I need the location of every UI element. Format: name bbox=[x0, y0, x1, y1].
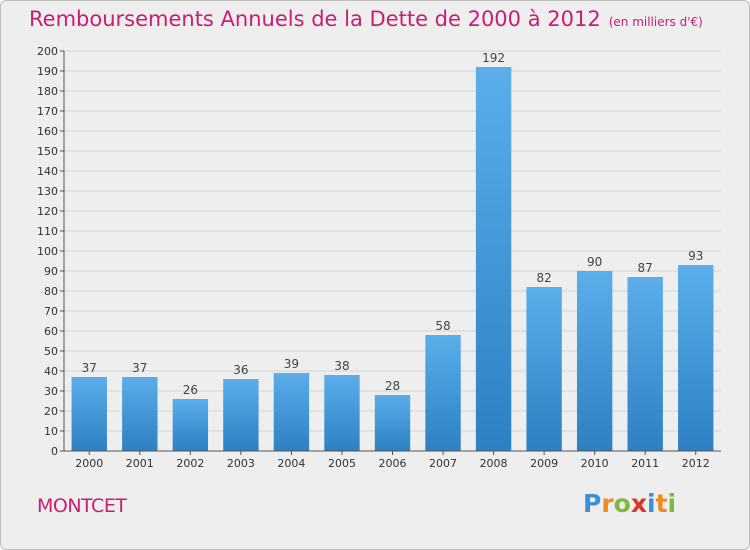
logo-letter: t bbox=[655, 489, 668, 518]
chart-title-text: Remboursements Annuels de la Dette de 20… bbox=[29, 7, 601, 31]
x-tick-label: 2002 bbox=[176, 457, 204, 470]
logo-letter: i bbox=[667, 489, 677, 518]
data-label: 28 bbox=[385, 379, 400, 393]
logo-letter: i bbox=[647, 489, 656, 518]
y-tick-label: 150 bbox=[37, 145, 58, 158]
bar bbox=[374, 395, 411, 451]
data-label: 82 bbox=[536, 271, 551, 285]
town-name: MONTCET bbox=[37, 495, 127, 517]
y-tick-label: 130 bbox=[37, 185, 58, 198]
logo-letter: P bbox=[583, 489, 602, 518]
data-label: 38 bbox=[334, 359, 349, 373]
logo-letter: o bbox=[613, 489, 631, 518]
y-tick-label: 100 bbox=[37, 245, 58, 258]
bar bbox=[71, 377, 107, 451]
data-label: 36 bbox=[233, 363, 248, 377]
x-tick-label: 2001 bbox=[126, 457, 154, 470]
x-tick-label: 2006 bbox=[379, 457, 407, 470]
x-tick-label: 2007 bbox=[429, 457, 457, 470]
bar bbox=[223, 379, 259, 451]
x-axis-ticks: 2000 2001 2002 2003 2004 2005 2006 2007 2008 2009… bbox=[75, 451, 710, 470]
bar bbox=[122, 377, 158, 451]
proxiti-logo: Proxiti bbox=[583, 489, 676, 518]
y-tick-label: 60 bbox=[44, 325, 58, 338]
logo-letter: r bbox=[601, 489, 614, 518]
data-label: 58 bbox=[435, 319, 450, 333]
data-label: 93 bbox=[688, 249, 703, 263]
y-tick-label: 180 bbox=[37, 85, 58, 98]
x-tick-label: 2004 bbox=[277, 457, 305, 470]
y-tick-label: 20 bbox=[44, 405, 58, 418]
y-tick-label: 80 bbox=[44, 285, 58, 298]
bar bbox=[324, 375, 360, 451]
y-tick-label: 70 bbox=[44, 305, 58, 318]
data-labels: 37 37 26 36 39 38 28 58 192 82 90 87 93 bbox=[82, 51, 704, 397]
data-label: 26 bbox=[183, 383, 198, 397]
bars bbox=[71, 67, 714, 451]
bar bbox=[526, 287, 562, 451]
y-tick-label: 40 bbox=[44, 365, 58, 378]
y-tick-label: 190 bbox=[37, 65, 58, 78]
bar bbox=[475, 67, 512, 451]
x-tick-label: 2012 bbox=[682, 457, 710, 470]
x-tick-label: 2005 bbox=[328, 457, 356, 470]
y-tick-label: 50 bbox=[44, 345, 58, 358]
data-label: 90 bbox=[587, 255, 602, 269]
y-tick-label: 10 bbox=[44, 425, 58, 438]
bar bbox=[576, 271, 613, 451]
y-tick-label: 110 bbox=[37, 225, 58, 238]
y-axis-ticks: 0 10 20 30 40 50 60 70 80 90 100 110 120 130 140 150 160… bbox=[37, 45, 64, 458]
bar bbox=[678, 265, 714, 451]
bar bbox=[425, 335, 461, 451]
y-tick-label: 120 bbox=[37, 205, 58, 218]
x-tick-label: 2010 bbox=[581, 457, 609, 470]
x-tick-label: 2011 bbox=[631, 457, 659, 470]
y-tick-label: 160 bbox=[37, 125, 58, 138]
bar bbox=[172, 399, 209, 451]
y-tick-label: 170 bbox=[37, 105, 58, 118]
y-tick-label: 140 bbox=[37, 165, 58, 178]
chart-subtitle: (en milliers d'€) bbox=[608, 15, 703, 29]
x-tick-label: 2008 bbox=[480, 457, 508, 470]
data-label: 37 bbox=[82, 361, 97, 375]
x-tick-label: 2003 bbox=[227, 457, 255, 470]
bar bbox=[627, 277, 663, 451]
data-label: 37 bbox=[132, 361, 147, 375]
y-tick-label: 0 bbox=[51, 445, 58, 458]
y-tick-label: 200 bbox=[37, 45, 58, 58]
logo-letter: x bbox=[630, 489, 647, 518]
data-label: 192 bbox=[482, 51, 505, 65]
chart-title: Remboursements Annuels de la Dette de 20… bbox=[29, 7, 703, 31]
data-label: 39 bbox=[284, 357, 299, 371]
y-tick-label: 90 bbox=[44, 265, 58, 278]
x-tick-label: 2000 bbox=[75, 457, 103, 470]
x-tick-label: 2009 bbox=[530, 457, 558, 470]
bar bbox=[273, 373, 310, 451]
data-label: 87 bbox=[638, 261, 653, 275]
y-tick-label: 30 bbox=[44, 385, 58, 398]
